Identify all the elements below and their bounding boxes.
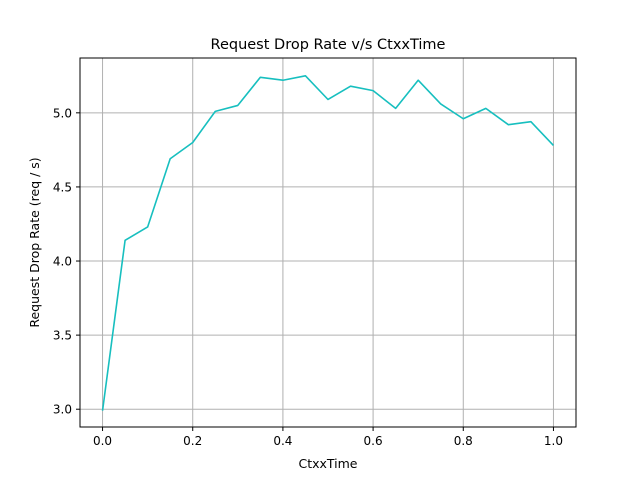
- series-line: [101, 74, 555, 411]
- x-tick-label: 0.4: [273, 434, 292, 448]
- x-axis-label: CtxxTime: [298, 456, 357, 471]
- x-tick-label: 0.0: [93, 434, 112, 448]
- ticks-layer: 0.0 0.2 0.4 0.6 0.8 1.0 3.0 3.5 4.0 4.5 5.0: [53, 106, 563, 448]
- x-tick-label: 0.2: [183, 434, 202, 448]
- y-tick-label: 3.5: [53, 329, 72, 343]
- y-tick-label: 3.0: [53, 403, 72, 417]
- y-tick-label: 4.5: [53, 180, 72, 194]
- chart-title: Request Drop Rate v/s CtxxTime: [211, 37, 446, 53]
- x-tick-label: 0.6: [364, 434, 383, 448]
- series-layer: [101, 74, 555, 411]
- axes-frame: [79, 57, 577, 428]
- y-tick-label: 5.0: [53, 106, 72, 120]
- y-tick-label: 4.0: [53, 255, 72, 269]
- grid-layer: [80, 58, 576, 427]
- y-axis-label: Request Drop Rate (req / s): [27, 157, 42, 327]
- x-tick-label: 0.8: [454, 434, 473, 448]
- x-tick-label: 1.0: [544, 434, 563, 448]
